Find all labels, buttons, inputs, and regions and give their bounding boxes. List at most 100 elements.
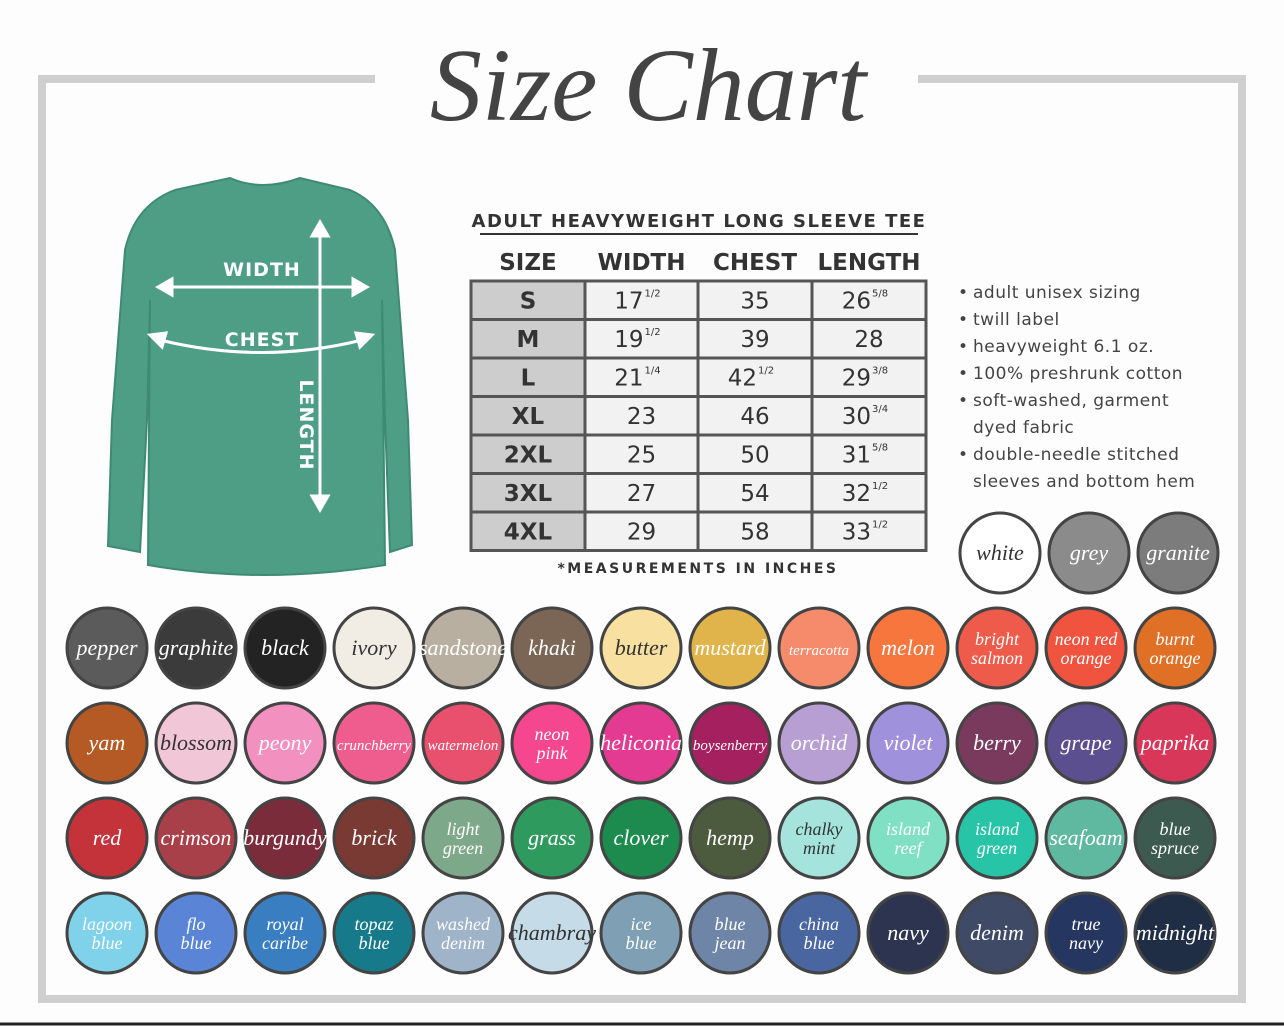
chest-label: CHEST xyxy=(225,329,299,351)
color-swatches: white grey granite pepper graphite black ivory… xyxy=(65,511,1220,975)
table-cell xyxy=(469,472,587,514)
cell-value: 21 xyxy=(614,365,643,391)
swatch xyxy=(243,796,327,880)
size-label: XL xyxy=(512,404,545,430)
swatch-name: clover xyxy=(614,825,669,850)
swatch xyxy=(243,606,327,690)
swatch-name: grass xyxy=(528,825,576,850)
cell-value: 32 xyxy=(842,481,871,507)
swatch-name: terracotta xyxy=(789,643,849,659)
swatch xyxy=(154,891,238,975)
swatch-name: white xyxy=(976,540,1024,565)
swatch xyxy=(421,796,505,880)
swatch xyxy=(955,796,1039,880)
swatch xyxy=(599,701,683,785)
table-cell xyxy=(469,395,587,437)
cell-value: 54 xyxy=(740,481,769,507)
swatch xyxy=(688,796,772,880)
swatch xyxy=(958,511,1042,595)
swatch-name: chalky mint xyxy=(796,819,843,858)
swatch xyxy=(332,796,416,880)
bullet: • xyxy=(958,310,969,330)
swatch xyxy=(1047,511,1131,595)
table-cell xyxy=(583,510,700,552)
cell-fraction: 5/8 xyxy=(872,442,888,453)
table-cell xyxy=(810,472,928,514)
table-cell xyxy=(810,279,928,321)
feature-list: • adult unisex sizing• twill label• heavywe… xyxy=(958,283,1195,492)
swatch xyxy=(243,891,327,975)
swatch xyxy=(688,891,772,975)
swatch-name: ivory xyxy=(351,635,396,660)
swatch-name: denim xyxy=(970,920,1024,945)
swatch xyxy=(955,606,1039,690)
cell-fraction: 3/4 xyxy=(872,404,888,415)
swatch-name: crunchberry xyxy=(337,738,411,754)
swatch-name: watermelon xyxy=(428,738,499,754)
swatch-name: sandstone xyxy=(419,635,507,660)
cell-fraction: 1/2 xyxy=(758,365,774,376)
swatch-name: ice blue xyxy=(626,914,657,953)
size-label: S xyxy=(520,288,537,314)
bullet: • xyxy=(958,391,969,411)
cell-value: 35 xyxy=(740,288,769,314)
swatch-name: khaki xyxy=(528,635,576,660)
swatch-name: blue spruce xyxy=(1151,819,1199,858)
swatch xyxy=(599,796,683,880)
swatch-name: seafoam xyxy=(1049,825,1122,850)
swatch-name: washed denim xyxy=(436,914,491,953)
swatch xyxy=(1133,701,1217,785)
chest-arrow-heads xyxy=(146,331,376,350)
cell-value: 29 xyxy=(627,519,656,545)
feature: soft-washed, garment dyed fabric xyxy=(973,391,1169,438)
swatch-name: neon red orange xyxy=(1055,629,1119,668)
shirt xyxy=(106,176,414,576)
swatch xyxy=(1133,606,1217,690)
length-label: LENGTH xyxy=(295,379,317,470)
swatch-name: melon xyxy=(881,635,935,660)
swatch-name: midnight xyxy=(1136,920,1215,945)
swatch xyxy=(955,701,1039,785)
size-label: 2XL xyxy=(504,442,553,468)
cell-fraction: 3/8 xyxy=(872,365,888,376)
size-label: M xyxy=(517,327,540,353)
cell-value: 27 xyxy=(627,481,656,507)
swatch-name: true navy xyxy=(1069,914,1103,953)
table-cell xyxy=(696,395,814,437)
feature: heavyweight 6.1 oz. xyxy=(973,337,1154,357)
cell-value: 26 xyxy=(842,288,871,314)
cell-value: 58 xyxy=(740,519,769,545)
table-cell xyxy=(469,279,587,321)
swatch xyxy=(777,606,861,690)
swatch-name: blue jean xyxy=(713,914,746,953)
table-cell xyxy=(469,356,587,398)
swatch-name: grape xyxy=(1060,730,1112,755)
swatch-name: brick xyxy=(351,825,397,850)
swatch xyxy=(1044,796,1128,880)
swatch-name: paprika xyxy=(1139,730,1209,755)
cell-value: 23 xyxy=(627,404,656,430)
cell-fraction: 1/2 xyxy=(645,327,661,338)
table-cell xyxy=(810,318,928,360)
cell-value: 19 xyxy=(614,327,643,353)
swatch-name: crimson xyxy=(161,825,232,850)
swatch xyxy=(777,796,861,880)
table-cell xyxy=(810,395,928,437)
swatch xyxy=(510,606,594,690)
swatch xyxy=(243,701,327,785)
swatch-name: blossom xyxy=(160,730,232,755)
swatch-name: berry xyxy=(973,730,1021,755)
swatch-name: peony xyxy=(257,730,312,755)
bullet: • xyxy=(958,283,969,303)
cell-fraction: 1/4 xyxy=(645,365,661,376)
swatch xyxy=(777,701,861,785)
swatch xyxy=(955,891,1039,975)
swatch xyxy=(332,606,416,690)
swatch-name: boysenberry xyxy=(693,738,767,754)
swatch xyxy=(1044,701,1128,785)
swatch-name: island green xyxy=(975,819,1020,858)
swatch-name: neon pink xyxy=(535,724,570,763)
table-title: ADULT HEAVYWEIGHT LONG SLEEVE TEE xyxy=(472,211,927,232)
column-header: WIDTH xyxy=(598,250,686,276)
